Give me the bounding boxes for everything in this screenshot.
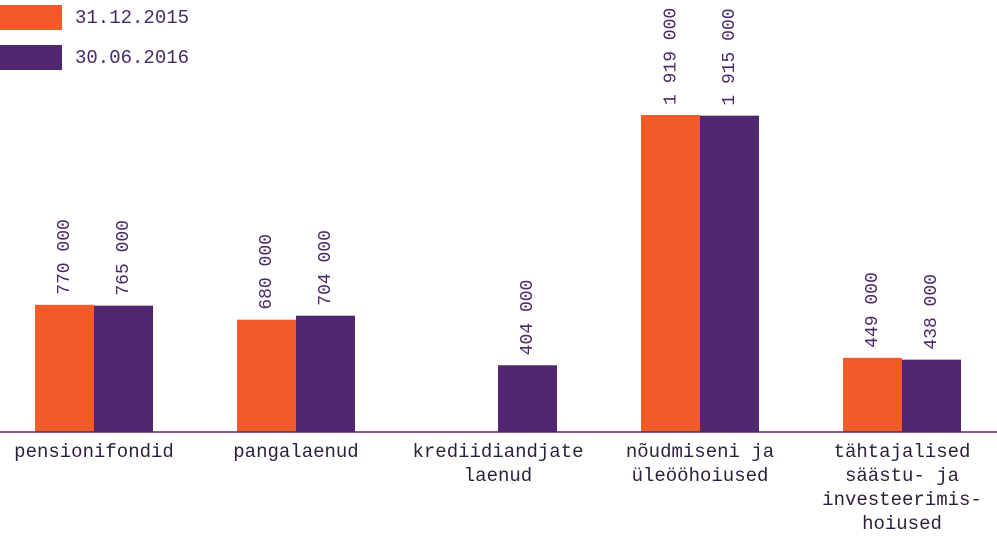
value-label: 1 919 000 (661, 8, 681, 105)
value-label: 449 000 (863, 272, 883, 348)
x-tick-label: pensionifondid (14, 441, 174, 463)
value-label: 704 000 (316, 230, 336, 306)
bar (94, 305, 153, 432)
bar (296, 315, 355, 432)
bar (35, 304, 94, 432)
legend-swatch (0, 45, 62, 70)
value-label: 404 000 (518, 280, 538, 356)
x-tick-label: tähtajalised säästu- ja investeerimis- h… (822, 441, 982, 535)
bar (641, 115, 700, 432)
x-tick-label: pangalaenud (233, 441, 359, 463)
bar (237, 319, 296, 432)
value-label: 770 000 (55, 219, 75, 295)
legend-swatch (0, 5, 62, 30)
value-label: 1 915 000 (720, 8, 740, 105)
bar (843, 357, 902, 432)
bar (700, 115, 759, 432)
value-label: 765 000 (114, 220, 134, 296)
value-label: 438 000 (922, 274, 942, 350)
x-tick-label: krediidiandjate laenud (412, 441, 584, 487)
legend-label: 31.12.2015 (75, 7, 189, 29)
bar (902, 359, 961, 432)
x-tick-label: nõudmiseni ja üleööhoiused (625, 441, 775, 487)
legend-label: 30.06.2016 (75, 47, 189, 69)
bar (498, 365, 557, 432)
value-label: 680 000 (257, 234, 277, 310)
